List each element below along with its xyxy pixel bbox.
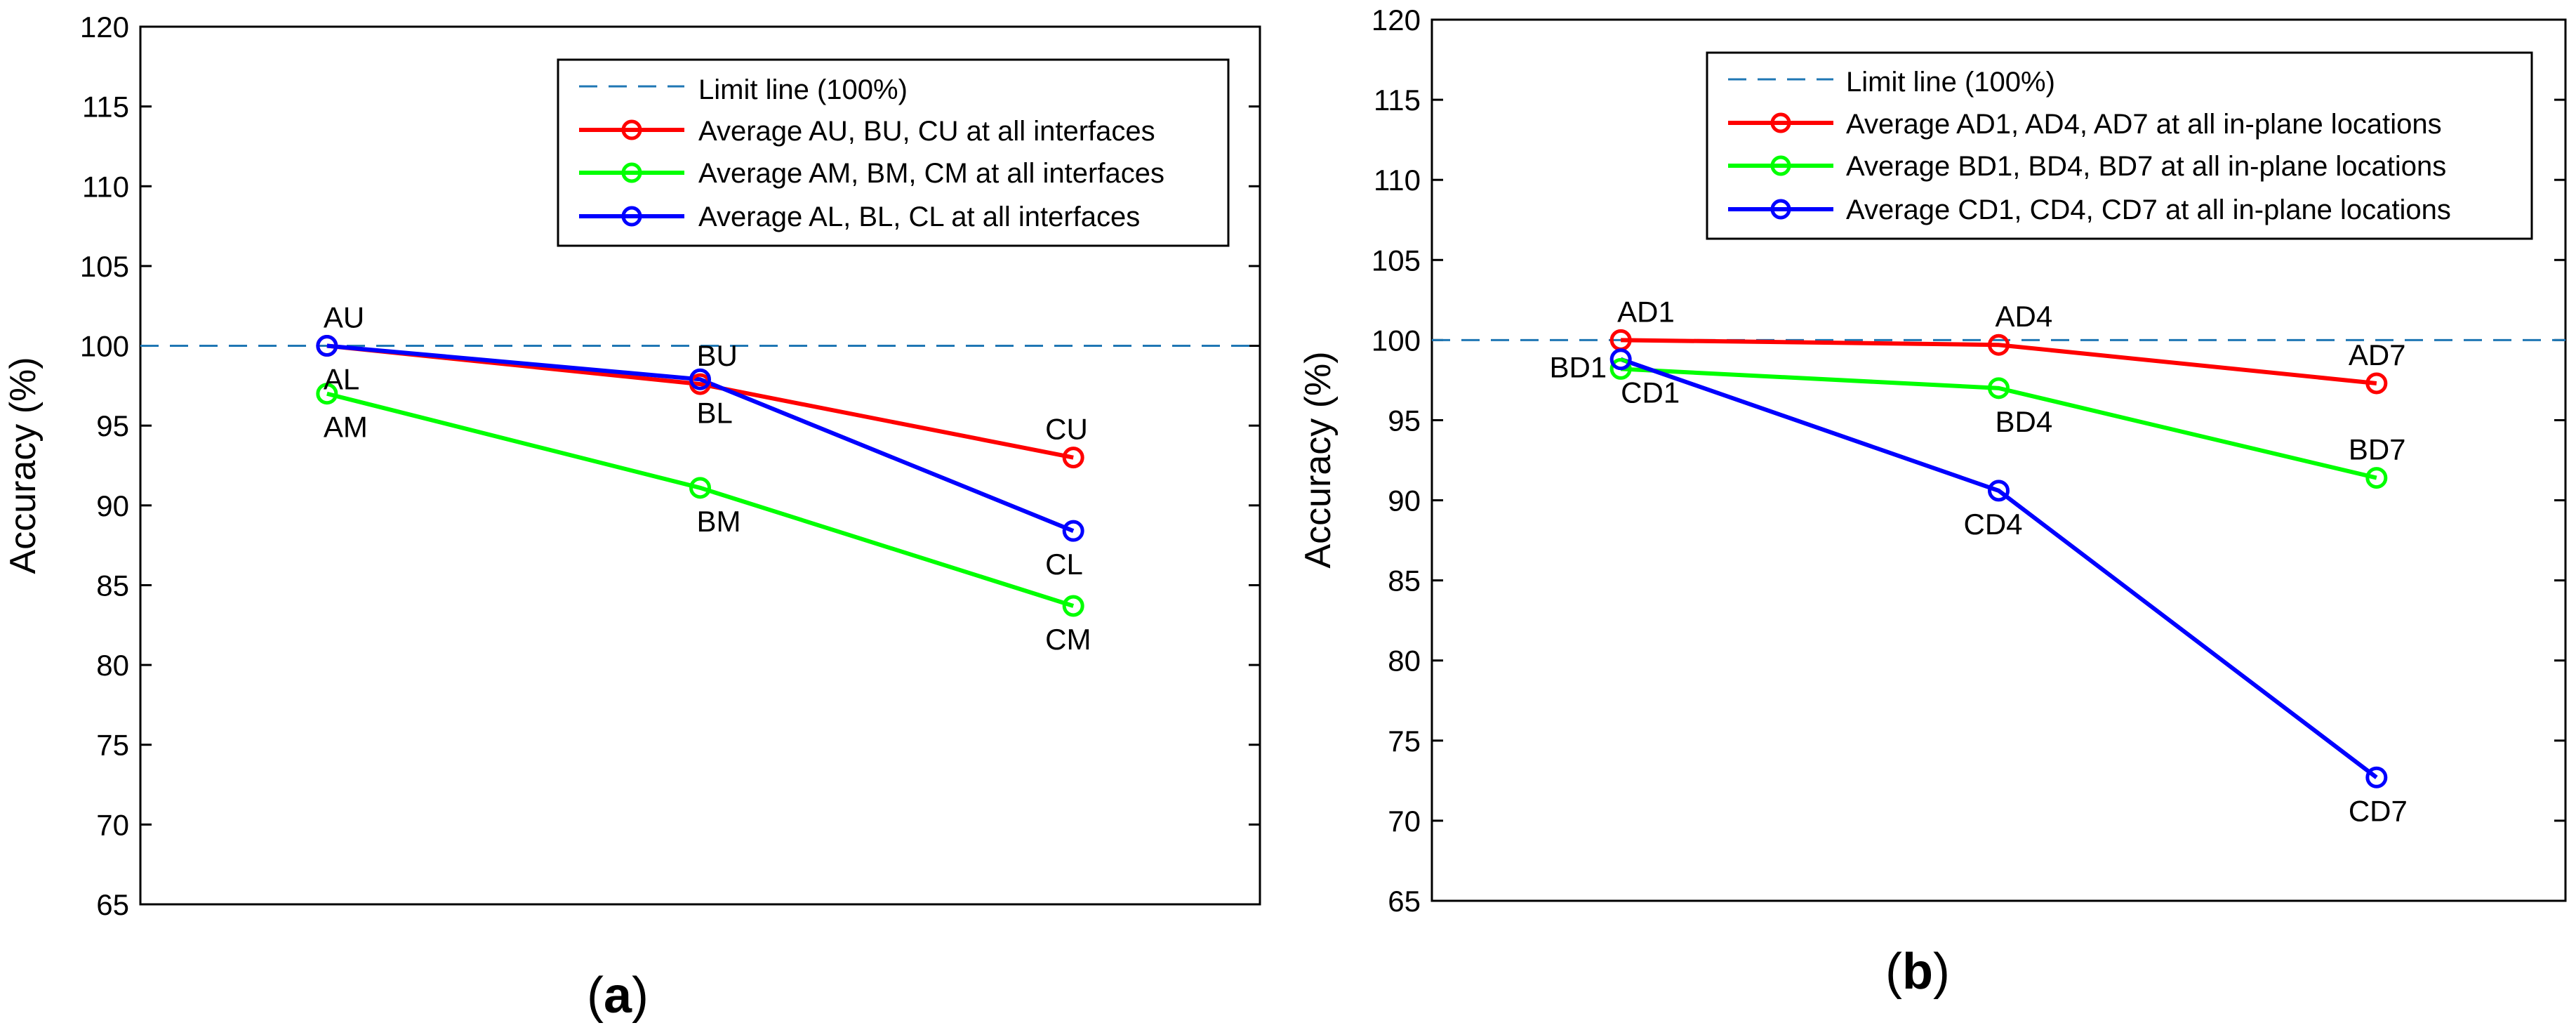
y-tick-label: 115 bbox=[82, 91, 129, 124]
data-label: BD7 bbox=[2349, 433, 2406, 466]
y-tick-label: 105 bbox=[80, 250, 129, 283]
series-line-1 bbox=[1621, 367, 2377, 480]
data-label: CM bbox=[1045, 623, 1091, 656]
legend-entry-blue: Average CD1, CD4, CD7 at all in-plane lo… bbox=[1846, 194, 2451, 225]
y-axis-label: Accuracy (%) bbox=[1298, 351, 1339, 568]
y-tick-label: 105 bbox=[1372, 244, 1421, 277]
panel-label-a: (a) bbox=[587, 968, 649, 1024]
series-line-2 bbox=[326, 343, 1075, 533]
legend: Limit line (100%) Average AD1, AD4, AD7 … bbox=[1706, 51, 2533, 240]
data-point bbox=[2365, 766, 2388, 788]
y-tick-label: 120 bbox=[1372, 4, 1421, 37]
legend-entry-green: Average AM, BM, CM at all interfaces bbox=[698, 158, 1164, 189]
data-point bbox=[1988, 334, 2010, 356]
data-label: AD7 bbox=[2349, 338, 2406, 371]
legend-entry-limit: Limit line (100%) bbox=[698, 74, 908, 105]
series-line-0 bbox=[1621, 338, 2377, 385]
y-tick-label: 90 bbox=[1388, 484, 1421, 517]
legend-marker-blue bbox=[1770, 199, 1791, 220]
data-label: AD1 bbox=[1617, 295, 1675, 328]
legend: Limit line (100%) Average AU, BU, CU at … bbox=[557, 58, 1230, 247]
legend-marker-green bbox=[1770, 155, 1791, 176]
y-tick-label: 120 bbox=[80, 11, 129, 44]
legend-entry-blue: Average AL, BL, CL at all interfaces bbox=[698, 202, 1140, 232]
chart-panel-b: 65 70 75 80 85 90 95 100 105 110 115 120 AD1 AD4 AD7 B… bbox=[1298, 4, 2567, 1000]
chart-panel-a: 65 70 75 80 85 90 95 100 105 110 115 120 AU BU CU AM BM… bbox=[3, 11, 1261, 1024]
y-tick-label: 85 bbox=[96, 569, 129, 602]
legend-entry-green: Average BD1, BD4, BD7 at all in-plane lo… bbox=[1846, 151, 2446, 182]
y-tick-label: 70 bbox=[1388, 805, 1421, 838]
data-point bbox=[2365, 372, 2388, 395]
y-tick-label: 85 bbox=[1388, 564, 1421, 597]
data-point bbox=[316, 335, 338, 357]
data-label: AL bbox=[324, 363, 359, 396]
y-tick-label: 90 bbox=[96, 489, 129, 522]
data-point bbox=[689, 368, 711, 390]
series-line-1 bbox=[326, 391, 1075, 608]
legend-marker-red bbox=[621, 119, 642, 140]
data-label: BL bbox=[697, 396, 733, 429]
data-label: CD4 bbox=[1964, 508, 2023, 541]
data-label: BD1 bbox=[1549, 350, 1607, 383]
data-label: BU bbox=[697, 339, 738, 372]
y-tick-label: 95 bbox=[1388, 404, 1421, 437]
legend-marker-blue bbox=[621, 206, 642, 227]
data-point bbox=[1062, 520, 1084, 542]
data-label: BD4 bbox=[1996, 405, 2053, 438]
y-tick-label: 100 bbox=[80, 330, 129, 363]
series-line-2 bbox=[1620, 357, 2378, 779]
y-tick-label: 80 bbox=[1388, 645, 1421, 678]
y-tick-label: 100 bbox=[1372, 324, 1421, 357]
data-label: CD7 bbox=[2349, 794, 2408, 827]
y-tick-label: 70 bbox=[96, 808, 129, 841]
y-tick-label: 95 bbox=[96, 409, 129, 442]
data-label: AU bbox=[324, 301, 364, 334]
legend-entry-red: Average AD1, AD4, AD7 at all in-plane lo… bbox=[1846, 109, 2442, 140]
data-point bbox=[1062, 595, 1084, 617]
data-point bbox=[1609, 348, 1632, 371]
legend-box bbox=[1706, 51, 2533, 240]
data-label: AD4 bbox=[1996, 300, 2053, 333]
data-point bbox=[1609, 357, 1632, 380]
legend-marker-red bbox=[1770, 112, 1791, 133]
legend-entry-limit: Limit line (100%) bbox=[1846, 67, 2055, 98]
y-tick-label: 80 bbox=[96, 649, 129, 682]
y-tick-label: 110 bbox=[82, 170, 129, 203]
y-axis-label: Accuracy (%) bbox=[3, 357, 44, 574]
y-tick-label: 75 bbox=[1388, 725, 1421, 758]
y-tick-label: 75 bbox=[96, 729, 129, 762]
y-tick-label: 110 bbox=[1374, 164, 1421, 197]
y-tick-label: 65 bbox=[96, 888, 129, 921]
data-point bbox=[1988, 377, 2010, 400]
data-point bbox=[689, 477, 711, 499]
data-point bbox=[1988, 480, 2010, 502]
data-label: BM bbox=[697, 505, 741, 538]
data-point bbox=[316, 383, 338, 405]
data-point bbox=[2365, 467, 2388, 489]
data-label: CD1 bbox=[1621, 376, 1680, 409]
y-tick-label: 115 bbox=[1374, 84, 1421, 117]
data-label: CU bbox=[1045, 413, 1088, 446]
data-label: AM bbox=[324, 411, 368, 444]
legend-entry-red: Average AU, BU, CU at all interfaces bbox=[698, 116, 1155, 147]
panel-label-b: (b) bbox=[1885, 944, 1950, 1000]
legend-marker-green bbox=[621, 162, 642, 183]
y-tick-label: 65 bbox=[1388, 885, 1421, 918]
data-label: CL bbox=[1045, 548, 1083, 581]
data-point bbox=[1062, 447, 1084, 469]
